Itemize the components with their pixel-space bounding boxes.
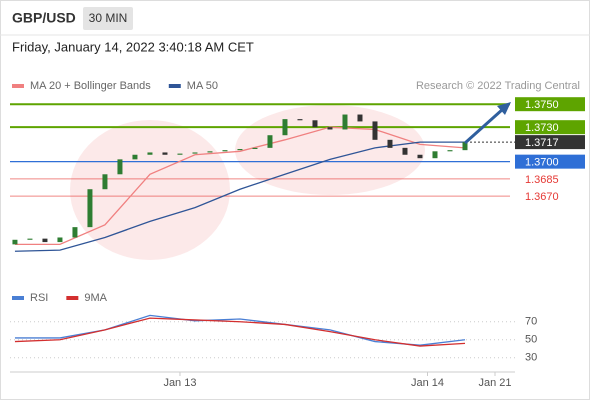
y-tick-label: 30: [525, 352, 537, 364]
candle-body: [402, 147, 408, 155]
candle-body: [357, 114, 363, 122]
candle-body: [207, 151, 213, 153]
legend-swatch: [66, 296, 79, 300]
candle-body: [117, 159, 123, 175]
candle-body: [447, 150, 453, 152]
legend-swatch: [168, 84, 181, 88]
x-tick-label: Jan 13: [163, 377, 196, 389]
candle-body: [177, 153, 183, 155]
candle-body: [432, 151, 438, 159]
level-label: 1.3750: [525, 99, 559, 111]
candle-body: [267, 135, 273, 148]
candle-body: [102, 174, 108, 190]
level-label: 1.3717: [525, 137, 559, 149]
candle-body: [42, 238, 48, 243]
candle-body: [312, 120, 318, 128]
level-label: 1.3685: [525, 174, 559, 186]
legend-label: RSI: [30, 292, 48, 304]
level-label: 1.3730: [525, 122, 559, 134]
candle-body: [192, 152, 198, 154]
candle-body: [57, 237, 63, 243]
level-label-box: [515, 135, 585, 150]
candle-body: [72, 227, 78, 238]
y-tick-label: 50: [525, 334, 537, 346]
candle-body: [252, 147, 258, 150]
candle-body: [297, 119, 303, 121]
candle-body: [12, 239, 18, 245]
series-line: [14, 126, 466, 246]
timestamp: Friday, January 14, 2022 3:40:18 AM CET: [12, 39, 254, 54]
candle-body: [342, 114, 348, 130]
candle-body: [87, 189, 93, 228]
timeframe[interactable]: 30 MIN: [89, 11, 128, 25]
candle-body: [417, 154, 423, 159]
candle-body: [327, 127, 333, 130]
forecast-arrow: [463, 107, 505, 145]
arrow-head: [497, 102, 511, 115]
level-label: 1.3700: [525, 157, 559, 169]
level-label-box: [515, 120, 585, 135]
legend-label: 9MA: [84, 292, 107, 304]
symbol: GBP/USD: [12, 10, 76, 26]
candle-body: [237, 149, 243, 151]
candle-body: [387, 139, 393, 148]
legend-swatch: [12, 296, 24, 300]
legend-label: MA 20 + Bollinger Bands: [30, 80, 151, 92]
candle-body: [372, 121, 378, 140]
candle-body: [462, 142, 468, 151]
x-tick-label: Jan 14: [411, 377, 444, 389]
band-shade: [70, 120, 230, 260]
legend-swatch: [12, 84, 24, 88]
candle-body: [147, 152, 153, 155]
level-label-box: [515, 97, 585, 112]
candle-body: [27, 238, 33, 240]
candle-body: [132, 154, 138, 160]
series-line: [14, 317, 466, 347]
attribution: Research © 2022 Trading Central: [416, 80, 580, 92]
candle-body: [222, 150, 228, 152]
timeframe-button[interactable]: [83, 7, 133, 30]
y-tick-label: 70: [525, 316, 537, 328]
candle-body: [282, 119, 288, 136]
level-label: 1.3670: [525, 191, 559, 203]
x-tick-label: Jan 21: [478, 377, 511, 389]
level-label-box: [515, 154, 585, 169]
candle-body: [162, 152, 168, 155]
legend-label: MA 50: [187, 80, 218, 92]
